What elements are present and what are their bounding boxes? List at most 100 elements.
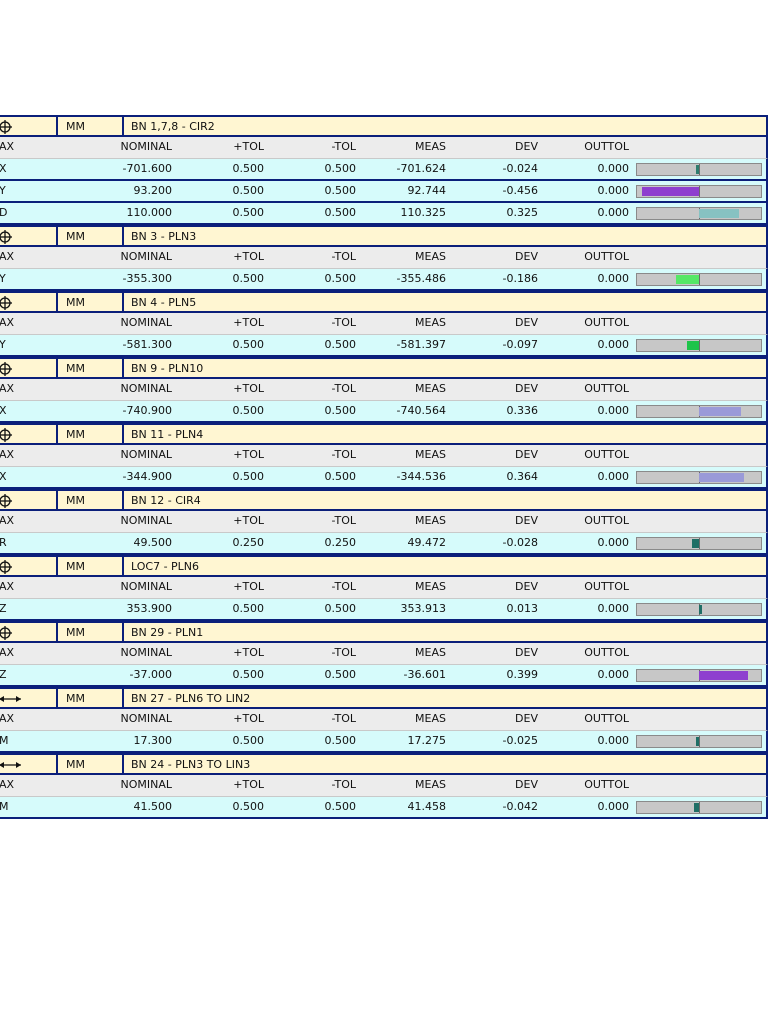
header-divider: [56, 689, 58, 707]
col-meas: MEAS: [415, 140, 446, 153]
col-nominal: NOMINAL: [120, 580, 172, 593]
col-meas: MEAS: [415, 382, 446, 395]
col-nominal: NOMINAL: [120, 514, 172, 527]
deviation-bar: [636, 735, 762, 748]
col-minus-tol: -TOL: [331, 778, 356, 791]
nominal-value: -355.300: [122, 272, 172, 285]
deviation-bar-fill: [642, 187, 699, 196]
units-label: MM: [66, 692, 85, 705]
col-outtol: OUTTOL: [584, 316, 629, 329]
col-plus-tol: +TOL: [233, 778, 264, 791]
col-plus-tol: +TOL: [233, 712, 264, 725]
feature-name: BN 3 - PLN3: [131, 230, 197, 243]
nominal-value: 41.500: [133, 800, 173, 813]
col-minus-tol: -TOL: [331, 712, 356, 725]
nominal-value: -701.600: [122, 162, 172, 175]
dev-value: 0.364: [506, 470, 539, 483]
minus-tol-value: 0.250: [324, 536, 357, 549]
col-ax: AX: [0, 316, 15, 329]
outtol-value: 0.000: [597, 404, 630, 417]
nominal-value: -344.900: [122, 470, 172, 483]
header-divider: [122, 117, 124, 135]
feature-block: MM BN 27 - PLN6 TO LIN2 AX NOMINAL +TOL …: [0, 687, 768, 753]
deviation-bar: [636, 339, 762, 352]
plus-tol-value: 0.500: [232, 184, 265, 197]
dev-value: 0.013: [506, 602, 539, 615]
feature-name: BN 27 - PLN6 TO LIN2: [131, 692, 251, 705]
axis-value: D: [0, 206, 8, 219]
col-meas: MEAS: [415, 646, 446, 659]
col-outtol: OUTTOL: [584, 448, 629, 461]
header-divider: [56, 293, 58, 311]
outtol-value: 0.000: [597, 184, 630, 197]
col-minus-tol: -TOL: [331, 382, 356, 395]
deviation-bar-center: [699, 274, 700, 285]
units-label: MM: [66, 626, 85, 639]
data-row: X -344.900 0.500 0.500 -344.536 0.364 0.…: [0, 467, 768, 489]
feature-header: MM BN 4 - PLN5: [0, 291, 768, 313]
deviation-bar: [636, 163, 762, 176]
column-header-row: AX NOMINAL +TOL -TOL MEAS DEV OUTTOL: [0, 445, 768, 467]
plus-tol-value: 0.500: [232, 668, 265, 681]
deviation-bar-center: [699, 186, 700, 197]
col-ax: AX: [0, 580, 15, 593]
deviation-bar-fill: [699, 671, 749, 680]
feature-block: MM BN 4 - PLN5 AX NOMINAL +TOL -TOL MEAS…: [0, 291, 768, 357]
col-nominal: NOMINAL: [120, 448, 172, 461]
column-header-row: AX NOMINAL +TOL -TOL MEAS DEV OUTTOL: [0, 313, 768, 335]
minus-tol-value: 0.500: [324, 470, 357, 483]
feature-block: MM BN 29 - PLN1 AX NOMINAL +TOL -TOL MEA…: [0, 621, 768, 687]
axis-value: X: [0, 404, 7, 417]
header-divider: [56, 359, 58, 377]
minus-tol-value: 0.500: [324, 184, 357, 197]
col-nominal: NOMINAL: [120, 382, 172, 395]
col-outtol: OUTTOL: [584, 580, 629, 593]
column-header-row: AX NOMINAL +TOL -TOL MEAS DEV OUTTOL: [0, 511, 768, 533]
dev-value: -0.024: [502, 162, 538, 175]
meas-value: -355.486: [396, 272, 446, 285]
deviation-bar-center: [699, 538, 700, 549]
col-meas: MEAS: [415, 778, 446, 791]
col-minus-tol: -TOL: [331, 250, 356, 263]
deviation-bar: [636, 603, 762, 616]
minus-tol-value: 0.500: [324, 602, 357, 615]
position-icon: [0, 296, 12, 310]
header-divider: [122, 491, 124, 509]
axis-value: Z: [0, 602, 7, 615]
meas-value: 110.325: [400, 206, 447, 219]
nominal-value: -581.300: [122, 338, 172, 351]
column-header-row: AX NOMINAL +TOL -TOL MEAS DEV OUTTOL: [0, 247, 768, 269]
plus-tol-value: 0.500: [232, 162, 265, 175]
col-meas: MEAS: [415, 580, 446, 593]
deviation-bar-fill: [699, 605, 702, 614]
outtol-value: 0.000: [597, 800, 630, 813]
column-header-row: AX NOMINAL +TOL -TOL MEAS DEV OUTTOL: [0, 775, 768, 797]
units-label: MM: [66, 560, 85, 573]
feature-name: BN 1,7,8 - CIR2: [131, 120, 215, 133]
minus-tol-value: 0.500: [324, 272, 357, 285]
plus-tol-value: 0.500: [232, 734, 265, 747]
feature-name: BN 11 - PLN4: [131, 428, 204, 441]
col-dev: DEV: [515, 316, 538, 329]
outtol-value: 0.000: [597, 470, 630, 483]
deviation-bar-center: [699, 164, 700, 175]
header-divider: [122, 359, 124, 377]
outtol-value: 0.000: [597, 272, 630, 285]
col-plus-tol: +TOL: [233, 514, 264, 527]
header-divider: [122, 227, 124, 245]
feature-name: BN 29 - PLN1: [131, 626, 204, 639]
data-row: M 17.300 0.500 0.500 17.275 -0.025 0.000: [0, 731, 768, 753]
outtol-value: 0.000: [597, 602, 630, 615]
feature-block: MM BN 1,7,8 - CIR2 AX NOMINAL +TOL -TOL …: [0, 115, 768, 225]
col-ax: AX: [0, 514, 15, 527]
data-row: Y -355.300 0.500 0.500 -355.486 -0.186 0…: [0, 269, 768, 291]
col-outtol: OUTTOL: [584, 514, 629, 527]
axis-value: R: [0, 536, 7, 549]
header-divider: [122, 293, 124, 311]
col-dev: DEV: [515, 382, 538, 395]
deviation-bar-fill: [696, 165, 699, 174]
feature-block: MM BN 3 - PLN3 AX NOMINAL +TOL -TOL MEAS…: [0, 225, 768, 291]
plus-tol-value: 0.500: [232, 338, 265, 351]
data-row: Y -581.300 0.500 0.500 -581.397 -0.097 0…: [0, 335, 768, 357]
minus-tol-value: 0.500: [324, 800, 357, 813]
